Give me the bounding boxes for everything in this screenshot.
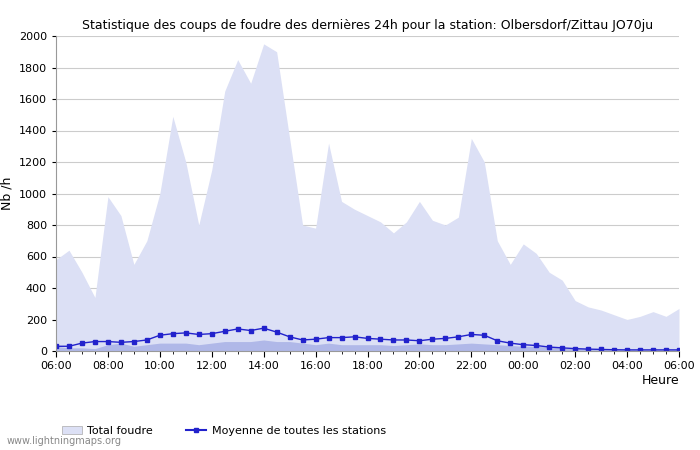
Title: Statistique des coups de foudre des dernières 24h pour la station: Olbersdorf/Zi: Statistique des coups de foudre des dern…: [82, 19, 653, 32]
Text: Heure: Heure: [641, 374, 679, 387]
Y-axis label: Nb /h: Nb /h: [0, 177, 13, 210]
Text: www.lightningmaps.org: www.lightningmaps.org: [7, 436, 122, 446]
